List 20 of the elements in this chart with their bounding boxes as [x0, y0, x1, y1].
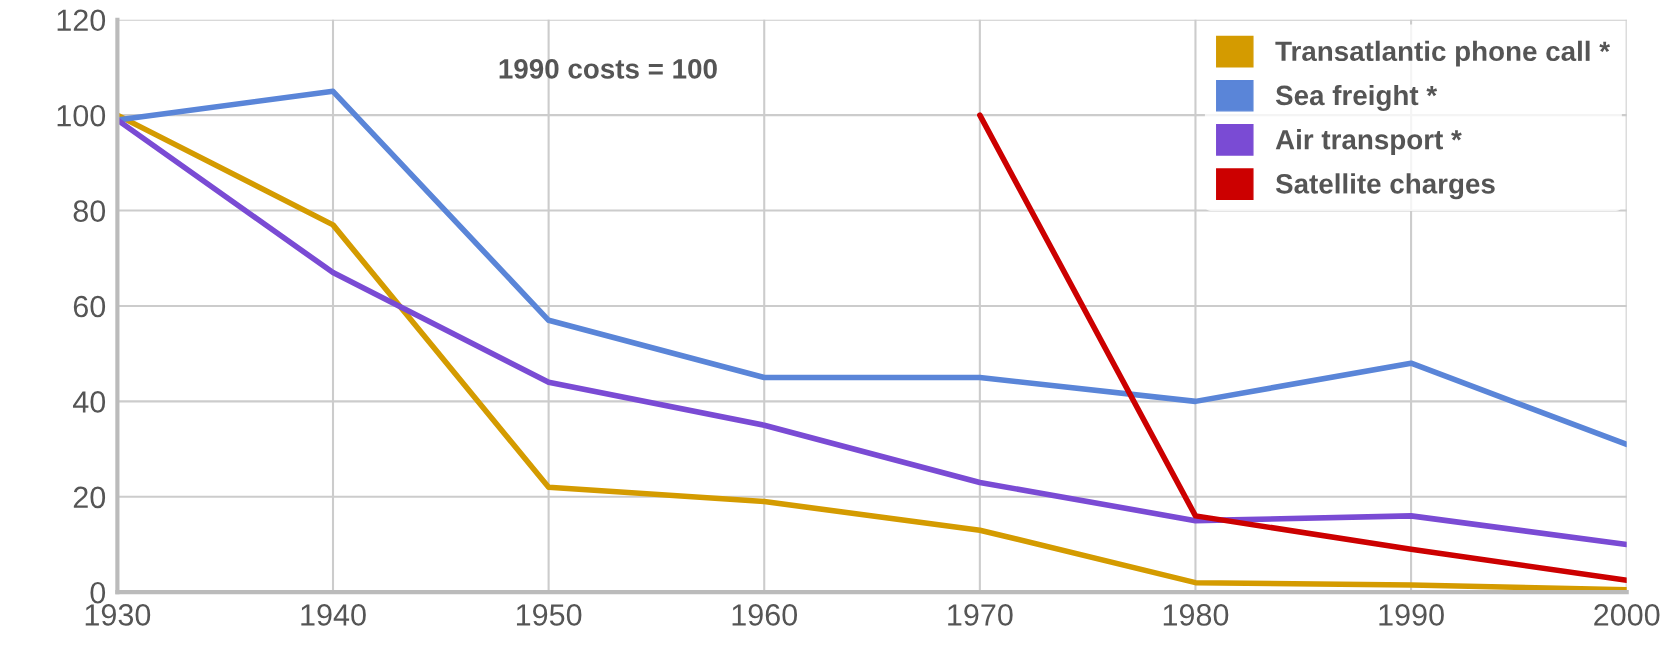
legend-label: Air transport *: [1275, 129, 1462, 155]
x-tick-label: 1940: [301, 604, 366, 626]
x-tick-label: 1960: [732, 604, 798, 626]
x-tick-label: 2000: [1594, 604, 1660, 626]
legend-label: Satellite charges: [1275, 173, 1495, 200]
y-tick-label: 0: [90, 581, 106, 604]
annotation: 1990 costs = 100: [499, 59, 717, 79]
x-tick-label: 1930: [85, 604, 151, 626]
y-tick-label: 20: [73, 486, 106, 509]
x-tick-label: 1970: [948, 604, 1013, 626]
y-tick-label: 100: [57, 104, 106, 127]
legend-label: Transatlantic phone call *: [1275, 40, 1611, 67]
legend-label: Sea freight *: [1275, 84, 1438, 111]
x-tick-label: 1950: [516, 604, 582, 626]
x-tick-label: 1990: [1379, 604, 1444, 626]
y-tick-label: 80: [73, 200, 106, 222]
x-tick-label: 1980: [1163, 604, 1229, 626]
y-tick-label: 120: [57, 9, 106, 32]
y-tick-label: 40: [73, 391, 106, 413]
y-tick-label: 60: [73, 295, 106, 318]
